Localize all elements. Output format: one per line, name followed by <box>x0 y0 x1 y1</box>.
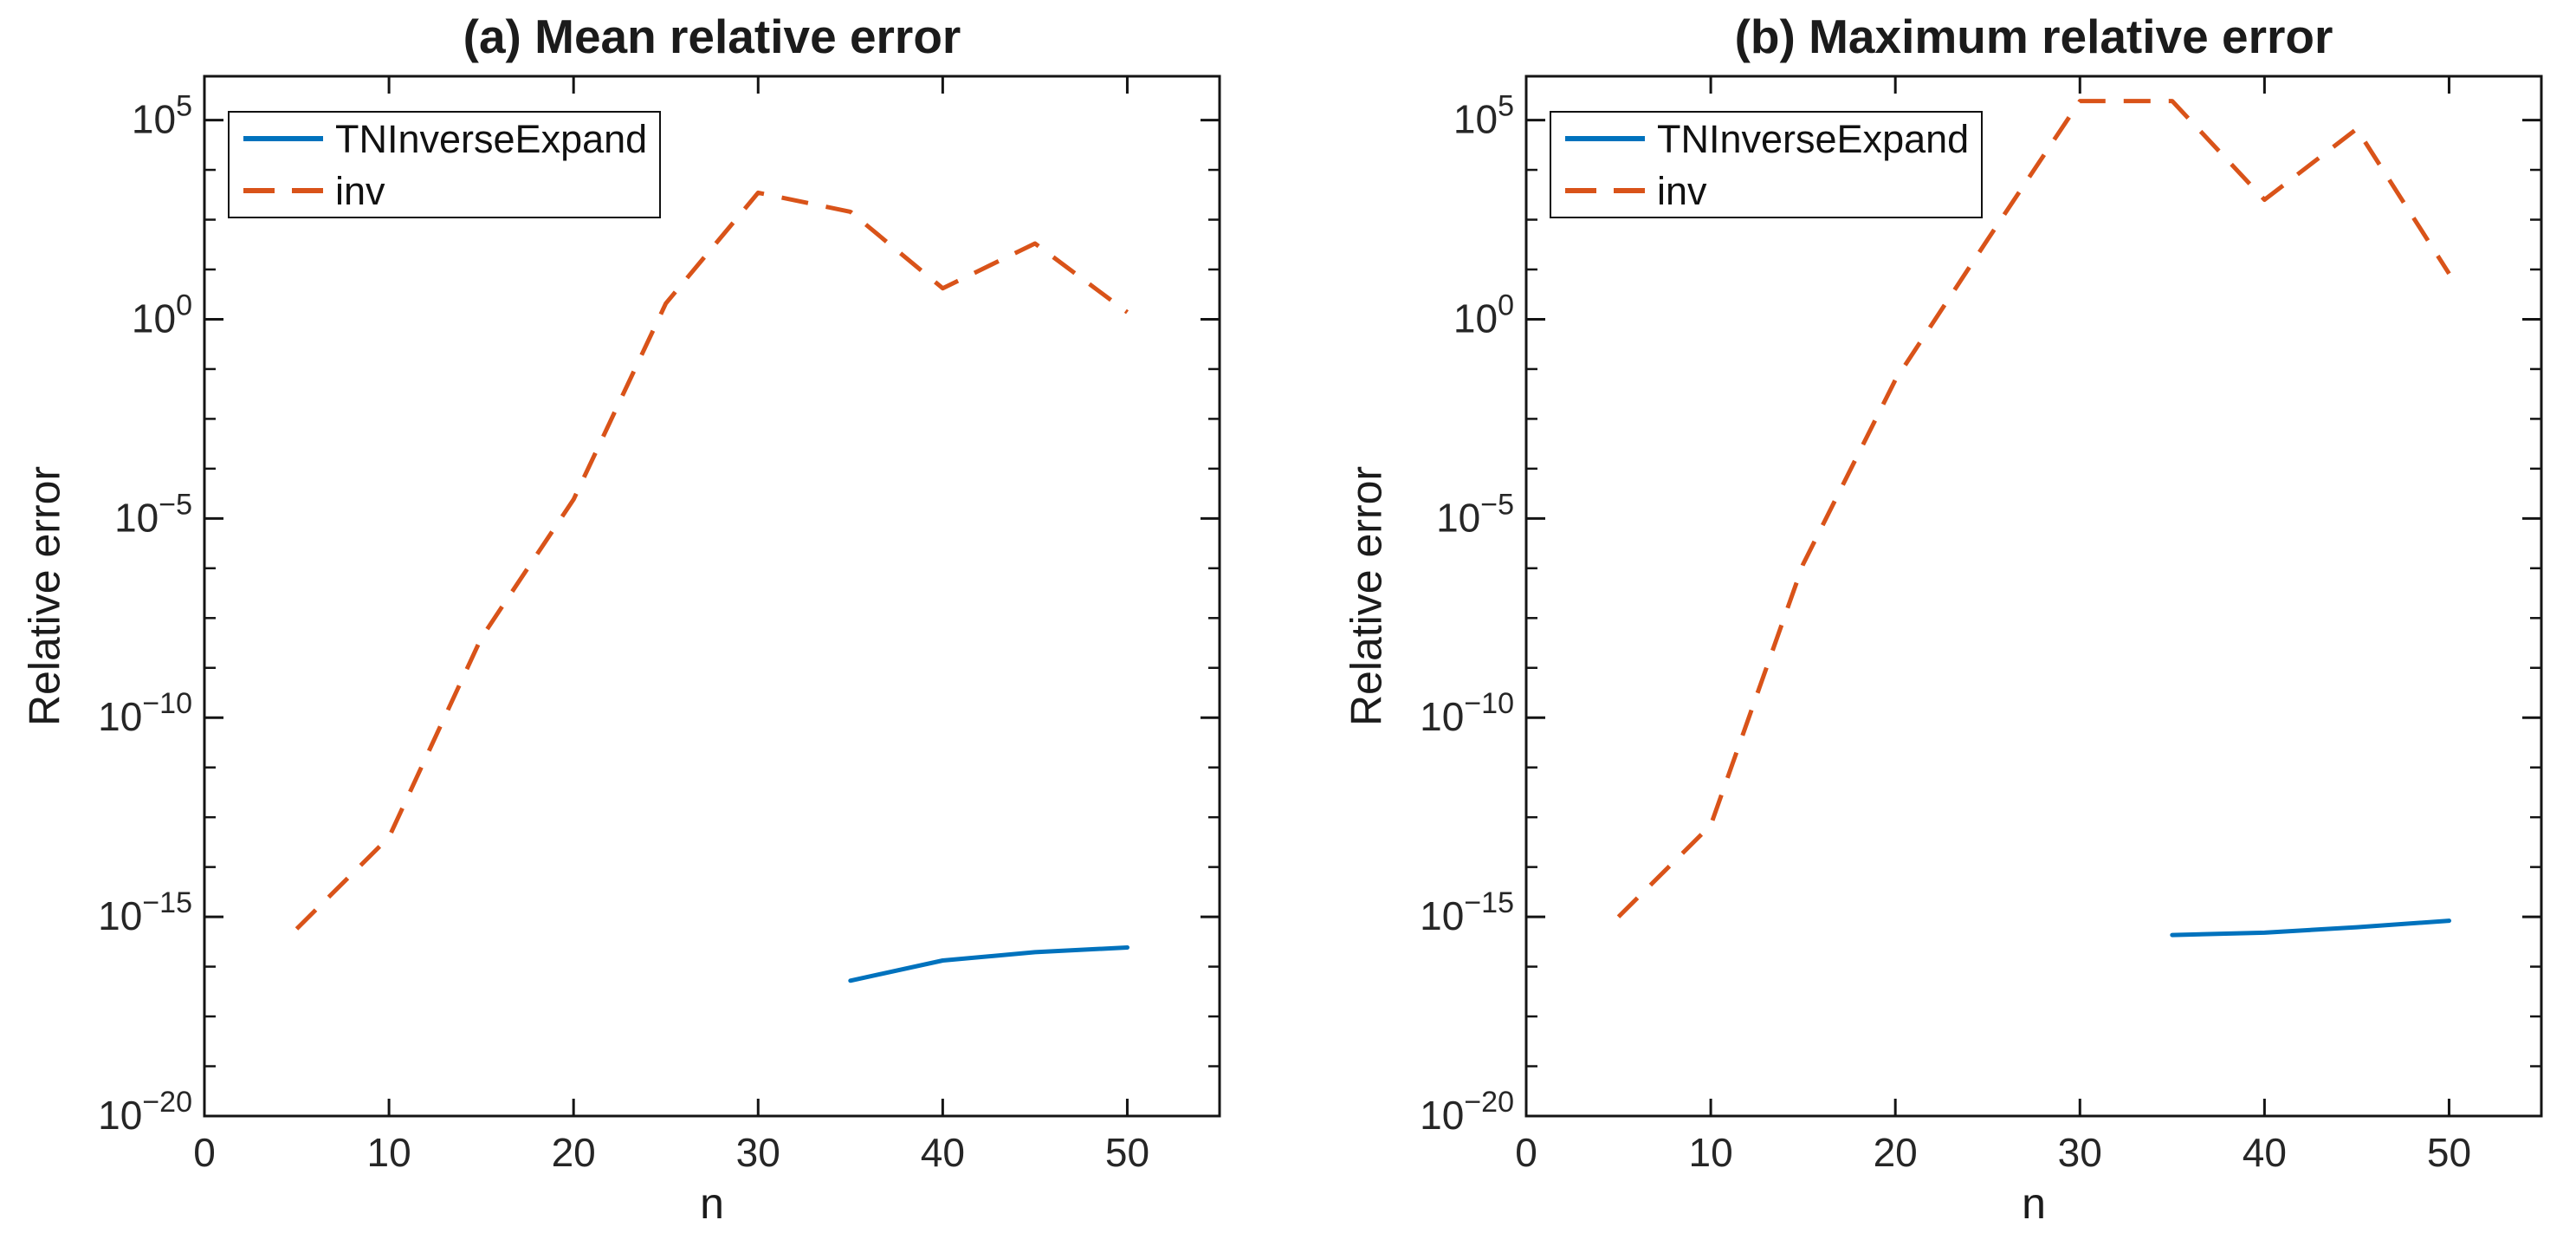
legend-label: inv <box>1657 168 1707 213</box>
y-tick-label: 105 <box>132 90 192 142</box>
legend-label: TNInverseExpand <box>335 116 648 161</box>
dashed-line-sample-icon <box>243 188 323 193</box>
x-tick-label: 40 <box>921 1130 965 1175</box>
subplot-b-xlabel: n <box>2022 1179 2046 1228</box>
y-tick-label: 100 <box>132 289 192 341</box>
subplot-b-title: (b) Maximum relative error <box>1734 10 2333 63</box>
y-tick-label: 10−15 <box>98 886 192 938</box>
legend-entry-tninverseexpand: TNInverseExpand <box>1551 117 1981 160</box>
subplot-a: 0 10 20 30 40 50 105 100 10−5 10−10 10−15 10−20 <box>98 75 1221 1175</box>
dashed-line-sample-icon <box>1565 188 1645 193</box>
subplot-b-ylabel: Relative error <box>1342 465 1391 727</box>
series-line-inv <box>1616 99 2451 918</box>
solid-line-sample-icon <box>1565 136 1645 141</box>
legend-label: TNInverseExpand <box>1657 116 1970 161</box>
legend-entry-inv: inv <box>1551 169 1981 212</box>
y-tick-label: 10−10 <box>98 687 192 739</box>
y-tick-label: 105 <box>1453 90 1514 142</box>
x-tick-label: 50 <box>2427 1130 2471 1175</box>
y-tick-label: 10−20 <box>1420 1086 1514 1138</box>
axis-box <box>1524 75 2543 1118</box>
x-tick-label: 50 <box>1105 1130 1149 1175</box>
x-tick-label: 0 <box>1515 1130 1537 1175</box>
x-tick-label: 10 <box>1689 1130 1733 1175</box>
axis-box <box>203 75 1221 1118</box>
y-tick-label: 100 <box>1453 289 1514 341</box>
series-line-tninverseexpand <box>2170 918 2451 938</box>
x-tick-label: 40 <box>2243 1130 2287 1175</box>
y-tick-label: 10−5 <box>114 488 192 540</box>
legend-label: inv <box>335 168 385 213</box>
solid-line-sample-icon <box>243 136 323 141</box>
y-tick-label: 10−5 <box>1436 488 1514 540</box>
series-line-inv <box>294 190 1129 931</box>
subplot-a-legend: TNInverseExpand inv <box>228 111 661 218</box>
y-tick-label: 10−20 <box>98 1086 192 1138</box>
y-tick-label: 10−15 <box>1420 886 1514 938</box>
subplot-a-title: (a) Mean relative error <box>463 10 961 63</box>
subplot-b-legend: TNInverseExpand inv <box>1550 111 1983 218</box>
legend-entry-inv: inv <box>230 169 659 212</box>
legend-entry-tninverseexpand: TNInverseExpand <box>230 117 659 160</box>
x-tick-label: 20 <box>552 1130 596 1175</box>
subplot-a-xlabel: n <box>700 1179 724 1228</box>
y-tick-label: 10−10 <box>1420 687 1514 739</box>
subplot-b: 0 10 20 30 40 50 105 100 10−5 10−10 10−15 10−20 <box>1420 75 2543 1175</box>
subplot-a-ylabel: Relative error <box>20 465 69 727</box>
x-tick-label: 30 <box>2058 1130 2102 1175</box>
x-tick-label: 30 <box>736 1130 780 1175</box>
series-line-tninverseexpand <box>848 945 1129 983</box>
x-tick-label: 10 <box>367 1130 411 1175</box>
x-tick-label: 20 <box>1874 1130 1918 1175</box>
x-tick-label: 0 <box>193 1130 216 1175</box>
